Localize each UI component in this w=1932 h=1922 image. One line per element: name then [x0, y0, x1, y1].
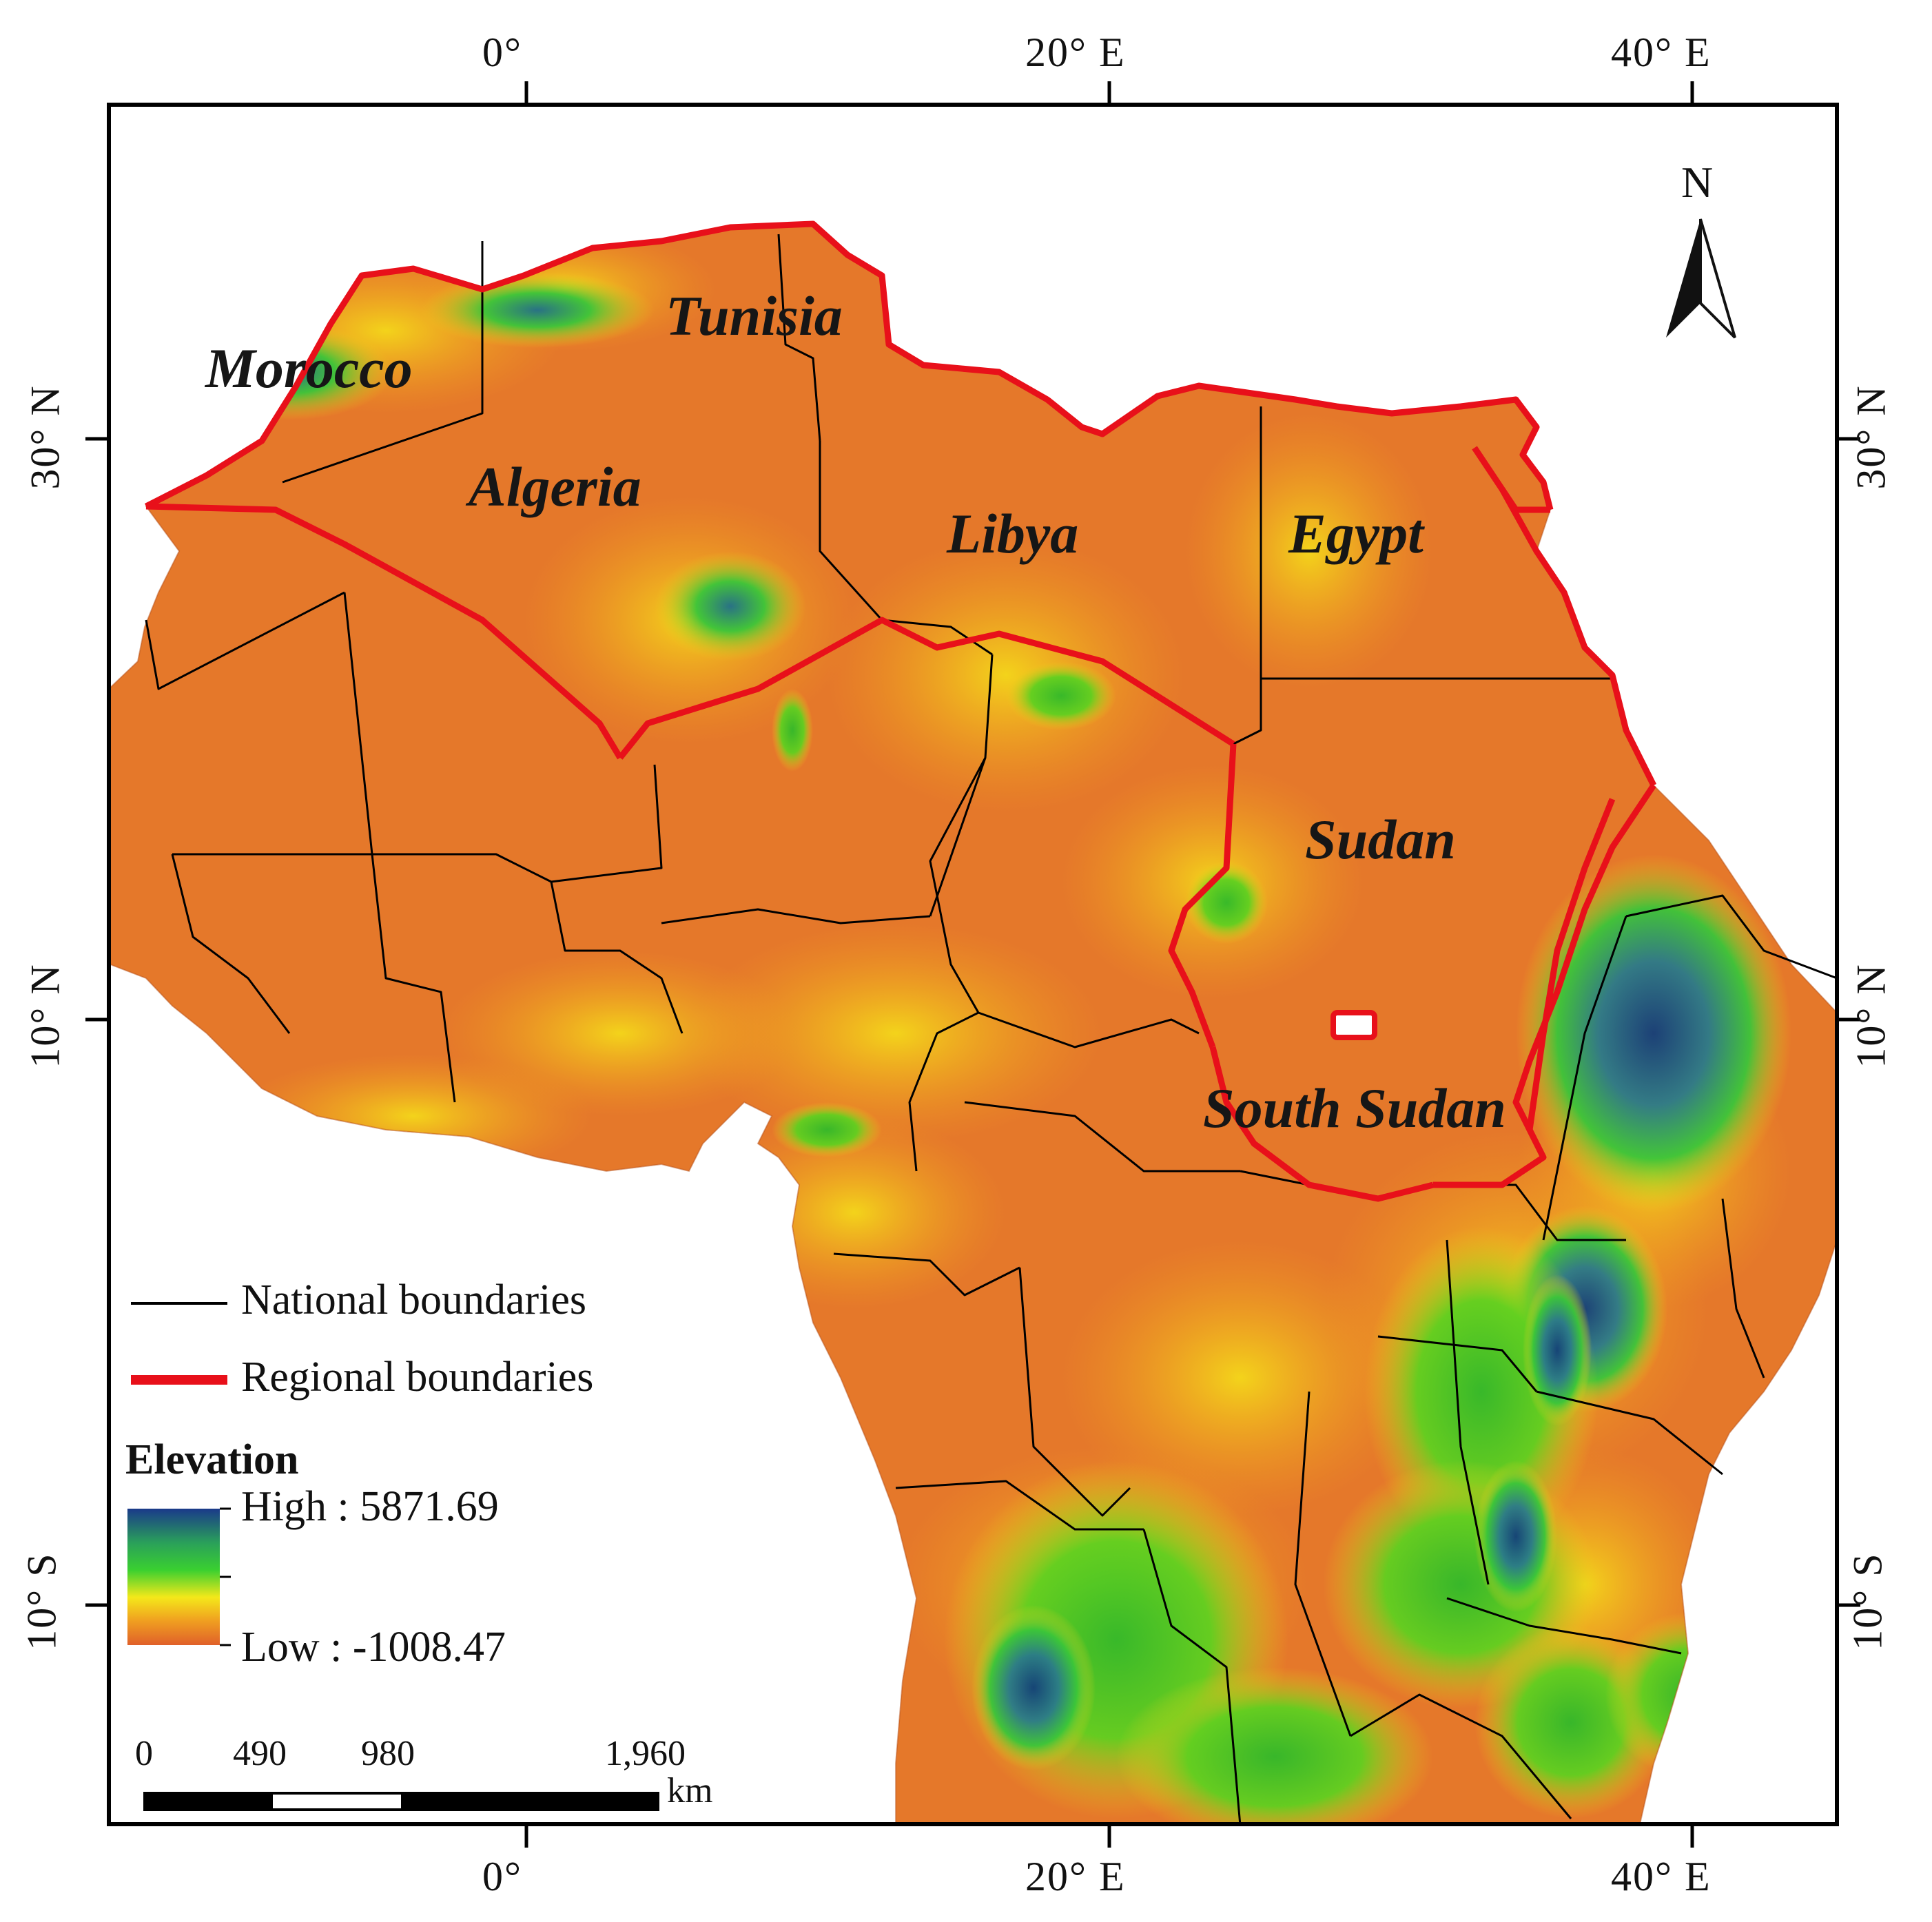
left-label-10s: 10° S — [19, 1552, 65, 1651]
right-label-10s: 10° S — [1844, 1552, 1891, 1651]
country-label-tunisia: Tunisia — [666, 285, 843, 347]
regional-boundaries-layer — [144, 220, 1657, 1202]
map-frame — [107, 103, 1839, 1826]
scale-tick-490: 490 — [233, 1734, 287, 1773]
bottom-label-0: 0° — [482, 1854, 522, 1899]
legend-high-label: High : 5871.69 — [241, 1483, 499, 1530]
top-label-0: 0° — [482, 30, 522, 75]
scale-tick-0: 0 — [135, 1734, 153, 1773]
right-label-10n: 10° N — [1848, 963, 1894, 1068]
country-label-morocco: Morocco — [205, 337, 413, 400]
legend-elevation-title: Elevation — [125, 1436, 299, 1483]
scale-unit: km — [667, 1771, 713, 1810]
legend-regional-label: Regional boundaries — [241, 1354, 594, 1401]
bottom-label-20e: 20° E — [1025, 1854, 1126, 1899]
scale-tick-980: 980 — [361, 1734, 415, 1773]
graticule-ticks — [85, 81, 1860, 1848]
country-label-south-sudan: South Sudan — [1203, 1077, 1506, 1139]
legend-national-label: National boundaries — [241, 1277, 587, 1323]
left-label-30n: 30° N — [22, 384, 68, 490]
top-label-40e: 40° E — [1611, 30, 1712, 75]
country-label-egypt: Egypt — [1288, 502, 1424, 565]
legend-low-label: Low : -1008.47 — [241, 1624, 506, 1671]
country-label-sudan: Sudan — [1305, 808, 1456, 871]
left-label-10n: 10° N — [22, 963, 68, 1068]
sudd-marker — [1330, 1010, 1377, 1040]
right-label-30n: 30° N — [1848, 384, 1894, 490]
north-arrow-icon — [1666, 218, 1736, 339]
elevation-layer — [186, 227, 1791, 1824]
scale-tick-1960: 1,960 — [605, 1734, 686, 1773]
country-label-algeria: Algeria — [469, 455, 641, 518]
north-arrow-label: N — [1681, 158, 1715, 207]
top-label-20e: 20° E — [1025, 30, 1126, 75]
legend-elevation-ramp — [127, 1509, 220, 1645]
bottom-label-40e: 40° E — [1611, 1854, 1712, 1899]
country-label-libya: Libya — [947, 502, 1079, 565]
scale-bar — [143, 1792, 659, 1811]
